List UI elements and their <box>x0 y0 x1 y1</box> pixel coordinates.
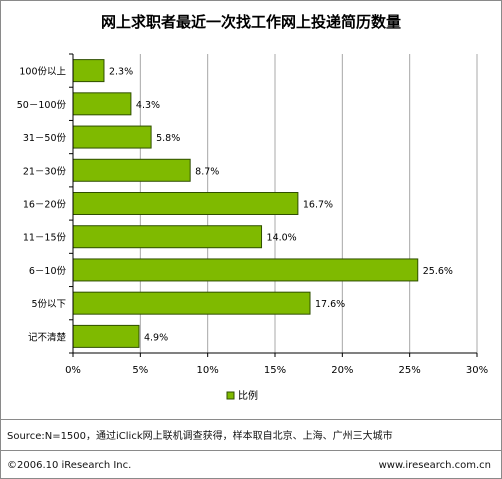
category-label: 100份以上 <box>19 66 66 78</box>
bar <box>72 92 132 116</box>
category-label: 5份以下 <box>31 298 66 310</box>
bar <box>72 125 152 149</box>
x-tick-label: 25% <box>399 365 421 376</box>
data-label: 17.6% <box>315 299 345 310</box>
bar <box>72 192 299 215</box>
data-label: 8.7% <box>195 166 219 177</box>
bar <box>72 291 311 315</box>
x-tick-label: 0% <box>65 365 81 376</box>
bar <box>72 225 263 249</box>
footer-divider-top <box>1 419 501 420</box>
footer-divider-bottom <box>1 450 501 451</box>
bar <box>72 59 105 83</box>
category-label: 记不清楚 <box>28 331 67 343</box>
data-label: 5.8% <box>156 133 180 144</box>
category-label: 16－20份 <box>23 199 67 211</box>
chart-title: 网上求职者最近一次找工作网上投递简历数量 <box>101 13 401 31</box>
category-label: 11－15份 <box>23 232 67 244</box>
category-label: 31－50份 <box>23 132 67 144</box>
legend-swatch <box>226 391 235 400</box>
data-label: 4.9% <box>144 332 168 343</box>
axes: 0% 5% 10% 15% 20% 25% 30% 100份以上 50－100份 31－50份 21… <box>17 53 488 376</box>
data-label: 16.7% <box>303 200 333 211</box>
bar <box>72 258 419 282</box>
data-label: 4.3% <box>136 100 160 111</box>
data-label: 14.0% <box>267 233 297 244</box>
copyright-text: ©2006.10 iResearch Inc. <box>7 460 132 471</box>
bar-chart: 网上求职者最近一次找工作网上投递简历数量 2.3% 4.3% 5.8% 8.7% 16.… <box>17 13 488 402</box>
x-tick-label: 20% <box>331 365 353 376</box>
legend-label: 比例 <box>238 389 258 402</box>
category-label: 6－10份 <box>29 265 67 277</box>
x-tick-label: 30% <box>466 365 488 376</box>
bar <box>72 324 140 348</box>
source-note: Source:N=1500，通过iClick网上联机调查获得，样本取自北京、上海… <box>7 431 393 442</box>
x-tick-label: 5% <box>132 365 148 376</box>
category-label: 50－100份 <box>17 99 67 111</box>
category-label: 21－30份 <box>23 165 67 177</box>
data-label: 2.3% <box>109 67 133 78</box>
x-tick-label: 10% <box>197 365 219 376</box>
data-label: 25.6% <box>423 266 453 277</box>
bar <box>72 158 191 182</box>
bars: 2.3% 4.3% 5.8% 8.7% 16.7% 14.0% 25.6% 17.6% 4.9% <box>72 59 453 348</box>
website-text: www.iresearch.com.cn <box>378 460 491 471</box>
x-tick-label: 15% <box>264 365 286 376</box>
legend: 比例 <box>226 389 258 402</box>
